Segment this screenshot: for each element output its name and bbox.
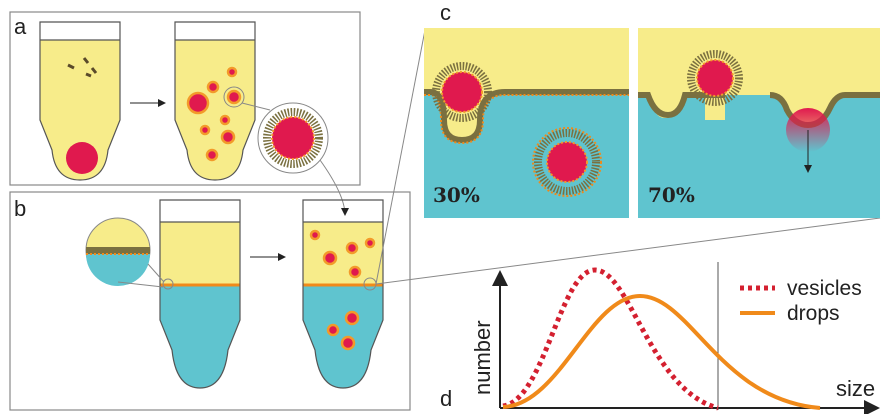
panel-label: b: [14, 196, 26, 221]
zoom-line: [376, 218, 880, 284]
water-phase: [160, 285, 240, 388]
drop: [442, 72, 482, 112]
lipid-layer: [86, 247, 150, 254]
drop: [66, 142, 98, 174]
x-axis-label: size: [836, 376, 875, 401]
drop: [272, 117, 314, 159]
fraction-label: 70%: [648, 183, 695, 207]
arrow: [320, 160, 345, 215]
drop: [547, 142, 587, 182]
y-axis-label: number: [470, 320, 495, 395]
legend-label: drops: [787, 302, 840, 325]
oil-phase: [160, 222, 240, 285]
legend-label: vesicles: [787, 277, 862, 300]
figure: a b c 30%: [0, 0, 887, 414]
panel-label: a: [14, 14, 27, 39]
drop: [697, 60, 733, 96]
water-phase: [303, 285, 383, 388]
fraction-label: 30%: [433, 183, 480, 207]
panel-label: d: [440, 386, 452, 411]
zoom-water: [86, 254, 150, 286]
panel-label: c: [440, 0, 451, 25]
vesicles-curve: [503, 270, 718, 408]
zoom-line: [376, 30, 425, 284]
